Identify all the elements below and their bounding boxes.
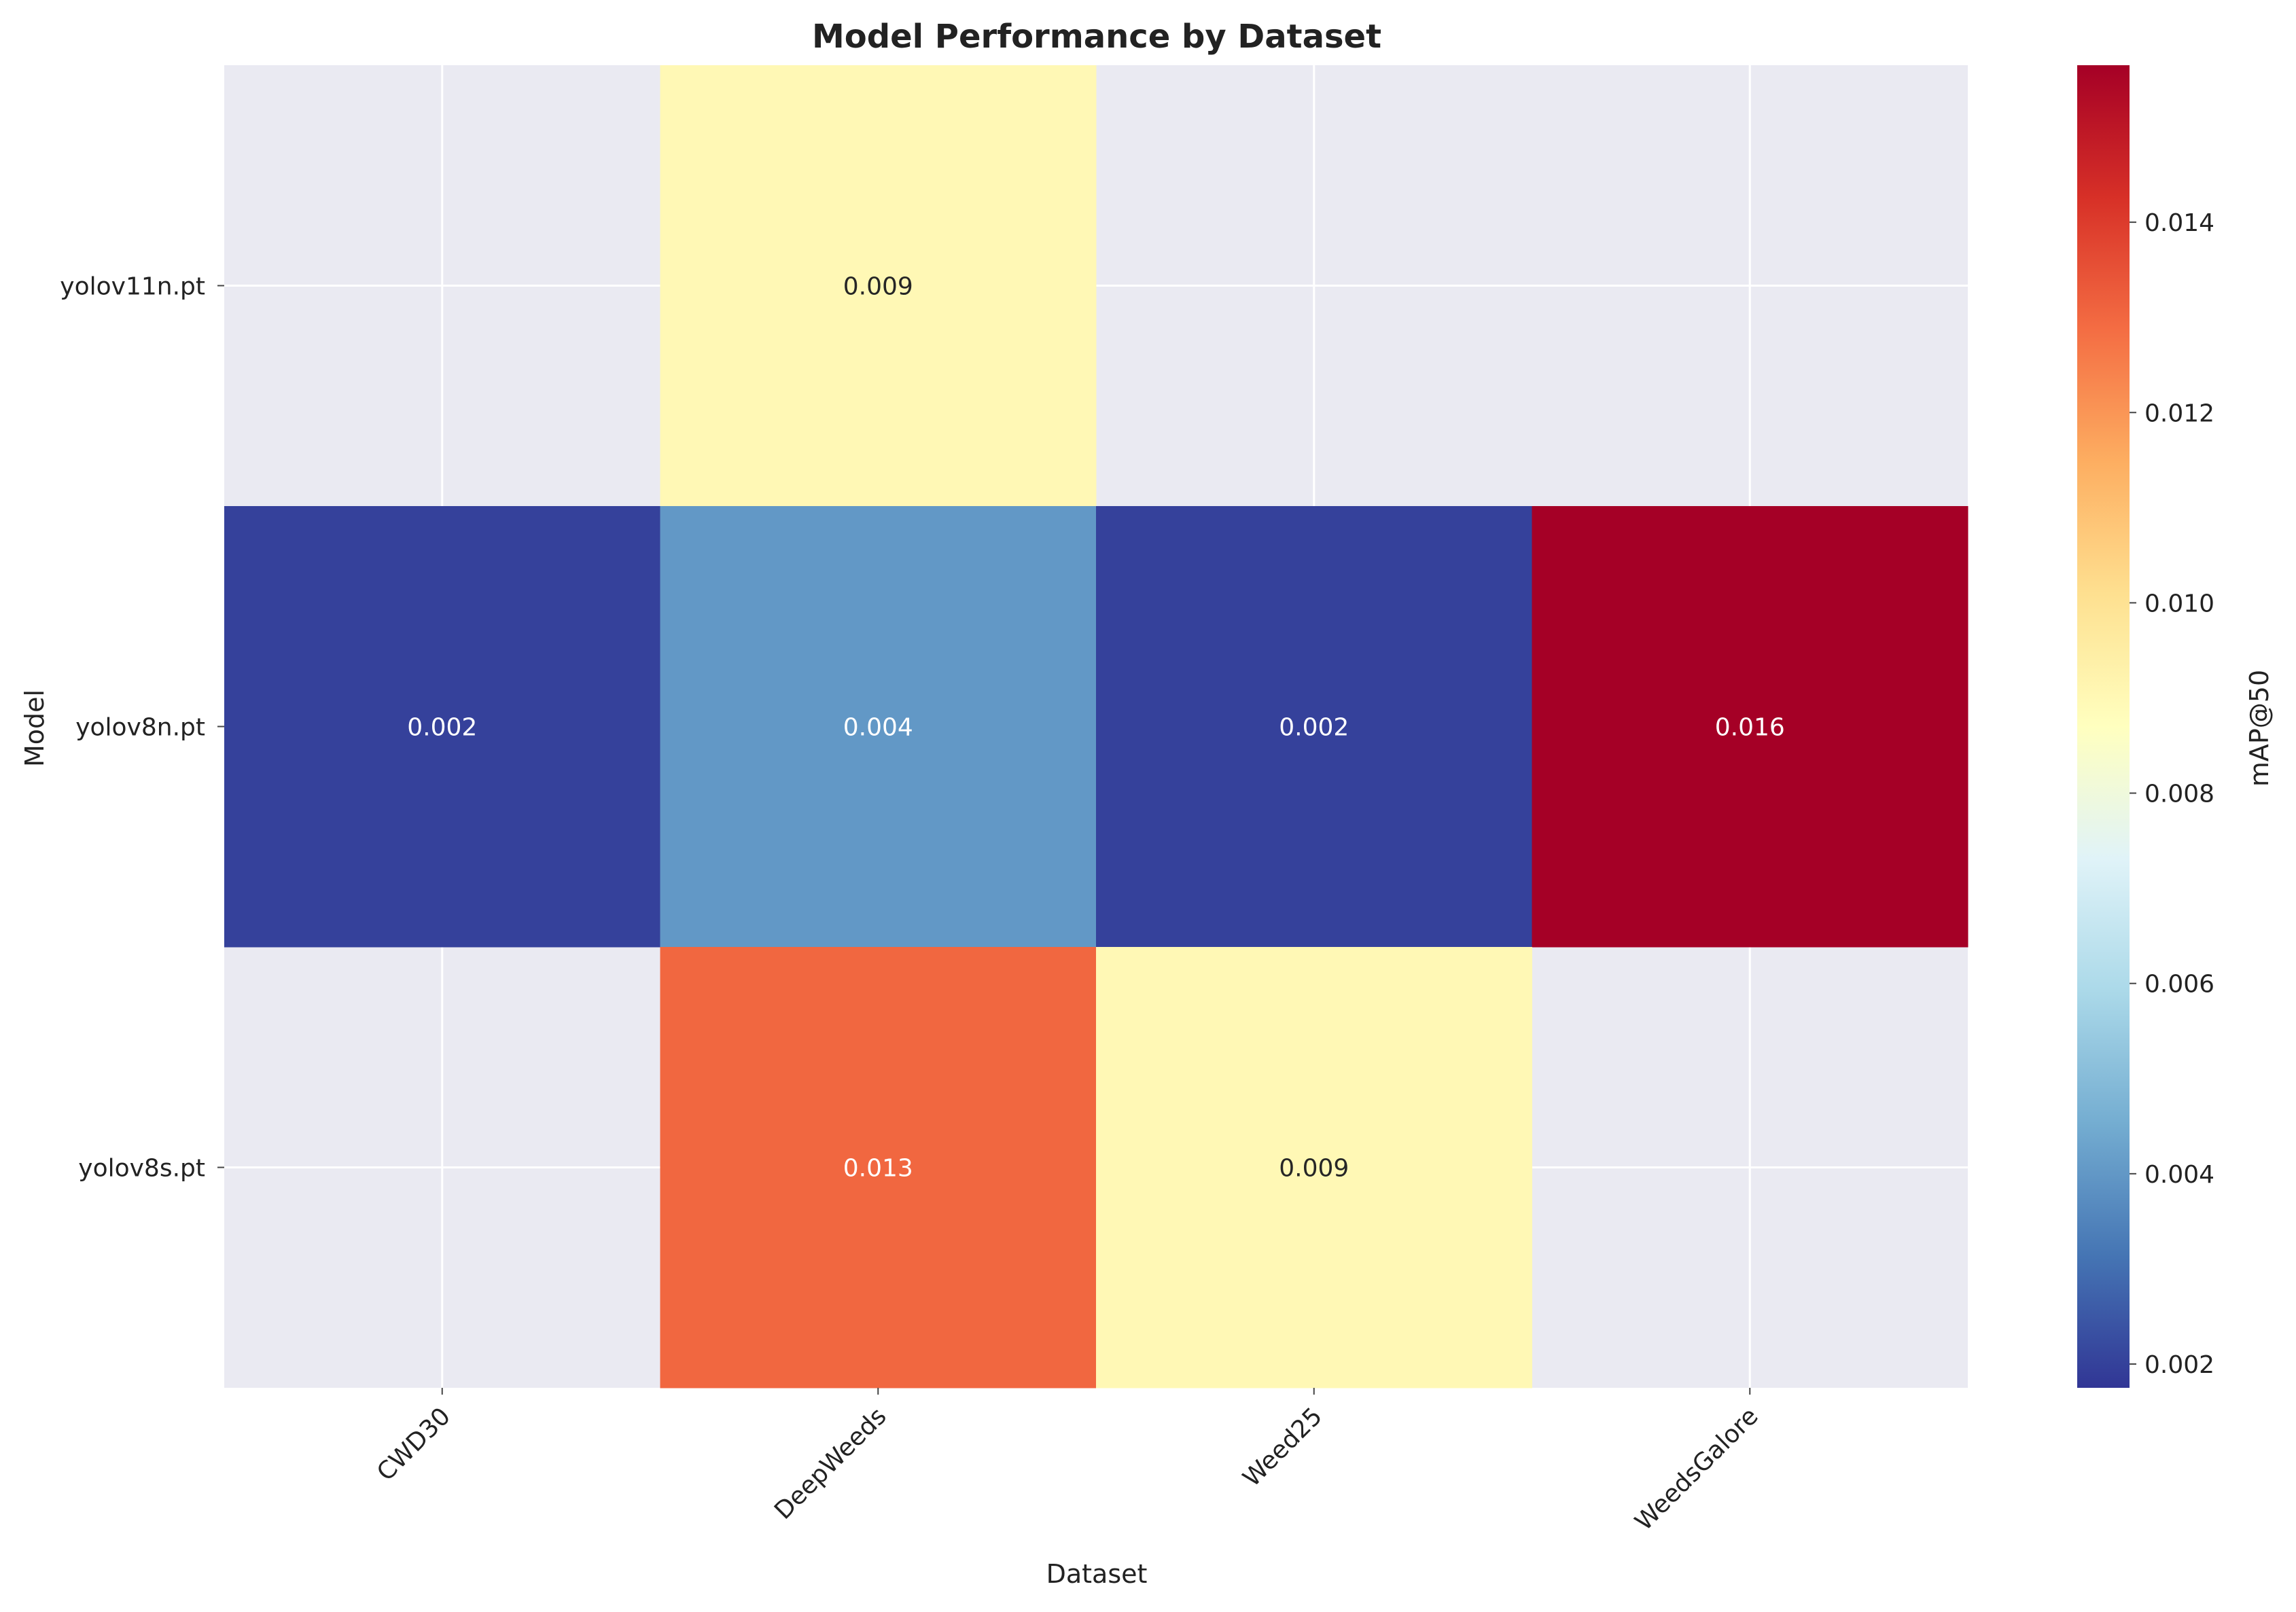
y-axis-label: Model — [20, 689, 50, 767]
heatmap-cell — [1096, 947, 1532, 1389]
y-axis-ticks: yolov11n.pt yolov8n.pt yolov8s.pt — [60, 273, 224, 1183]
x-axis-ticks: CWD30 DeepWeeds Weed25 WeedsGalore — [372, 1388, 1764, 1536]
heatmap-cell — [660, 506, 1097, 948]
y-tick-label: yolov8s.pt — [78, 1155, 205, 1183]
colorbar-tick-label: 0.006 — [2144, 971, 2214, 999]
colorbar-tick-label: 0.014 — [2144, 209, 2214, 237]
colorbar-tick-label: 0.012 — [2144, 399, 2214, 427]
heatmap-cell — [660, 947, 1097, 1389]
x-tick-label: Weed25 — [1238, 1402, 1328, 1492]
cell-value-label: 0.009 — [1279, 1155, 1349, 1183]
colorbar: 0.002 0.004 0.006 0.008 0.010 0.012 0.014 mAP@… — [2077, 65, 2274, 1388]
cell-value-label: 0.009 — [843, 273, 913, 301]
colorbar-tick-label: 0.010 — [2144, 590, 2214, 617]
cell-value-label: 0.013 — [843, 1155, 913, 1183]
colorbar-gradient — [2077, 65, 2130, 1388]
plot-area: 0.009 0.002 0.004 0.002 0.016 0.013 0.009 — [224, 65, 1968, 1389]
chart-title: Model Performance by Dataset — [812, 18, 1381, 56]
colorbar-label: mAP@50 — [2244, 670, 2274, 787]
colorbar-tick-label: 0.008 — [2144, 781, 2214, 808]
heatmap-cell — [1532, 506, 1968, 948]
cell-value-label: 0.004 — [843, 714, 913, 742]
cell-value-label: 0.002 — [407, 714, 477, 742]
y-tick-label: yolov8n.pt — [75, 714, 205, 742]
colorbar-ticks: 0.002 0.004 0.006 0.008 0.010 0.012 0.014 — [2130, 209, 2214, 1379]
heatmap-cell — [1096, 506, 1532, 948]
heatmap-cell — [224, 506, 660, 948]
y-tick-label: yolov11n.pt — [60, 273, 205, 301]
heatmap-cell — [660, 65, 1097, 507]
x-tick-label: CWD30 — [372, 1402, 456, 1486]
x-tick-label: DeepWeeds — [769, 1402, 892, 1525]
x-axis-label: Dataset — [1046, 1559, 1148, 1589]
colorbar-tick-label: 0.004 — [2144, 1161, 2214, 1189]
colorbar-tick-label: 0.002 — [2144, 1351, 2214, 1379]
x-tick-label: WeedsGalore — [1630, 1402, 1764, 1536]
cell-value-label: 0.002 — [1279, 714, 1349, 742]
cell-value-label: 0.016 — [1715, 714, 1785, 742]
